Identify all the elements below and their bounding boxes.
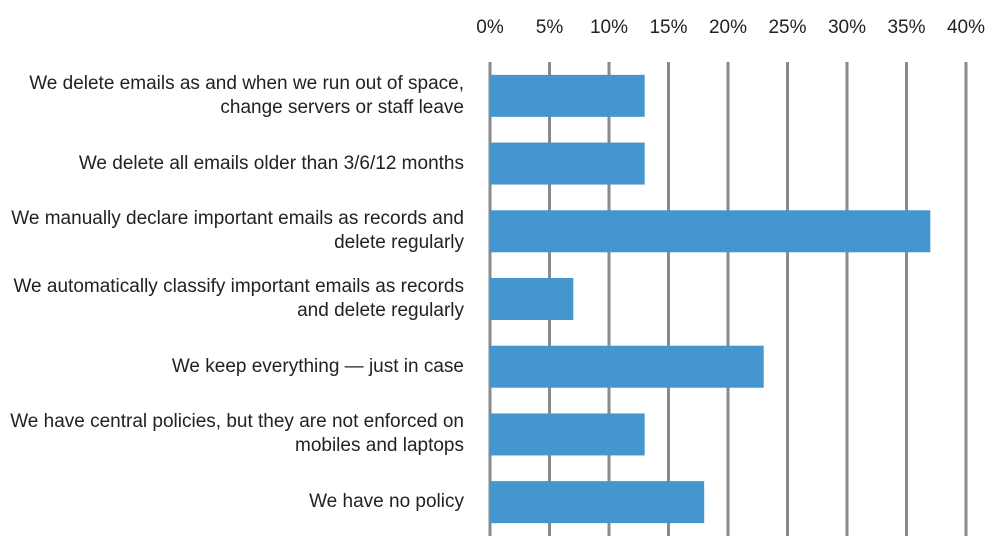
category-label: We have no policy bbox=[309, 491, 464, 513]
x-tick-label: 10% bbox=[590, 17, 628, 38]
bar bbox=[490, 413, 645, 456]
category-label: We delete all emails older than 3/6/12 m… bbox=[78, 152, 464, 174]
category-label: We delete emails as and when we run out … bbox=[29, 72, 464, 118]
bar bbox=[490, 210, 931, 253]
bar bbox=[490, 345, 764, 388]
bar bbox=[490, 74, 645, 117]
x-tick-label: 0% bbox=[476, 17, 504, 38]
bar bbox=[490, 278, 574, 320]
x-tick-label: 35% bbox=[887, 17, 925, 38]
grid bbox=[488, 62, 968, 536]
x-tick-label: 20% bbox=[709, 17, 747, 38]
x-tick-label: 5% bbox=[536, 17, 564, 38]
category-label: We keep everything — just in case bbox=[171, 355, 464, 377]
x-tick-label: 40% bbox=[947, 17, 985, 38]
category-label: We manually declare important emails as … bbox=[11, 208, 464, 254]
bar bbox=[490, 142, 645, 185]
x-tick-label: 15% bbox=[649, 17, 687, 38]
bars bbox=[490, 74, 931, 524]
x-tick-label: 30% bbox=[828, 17, 866, 38]
category-label: We have central policies, but they are n… bbox=[10, 411, 464, 457]
category-label: We automatically classify important emai… bbox=[13, 276, 464, 321]
x-tick-label: 25% bbox=[768, 17, 806, 38]
bar bbox=[490, 481, 705, 524]
